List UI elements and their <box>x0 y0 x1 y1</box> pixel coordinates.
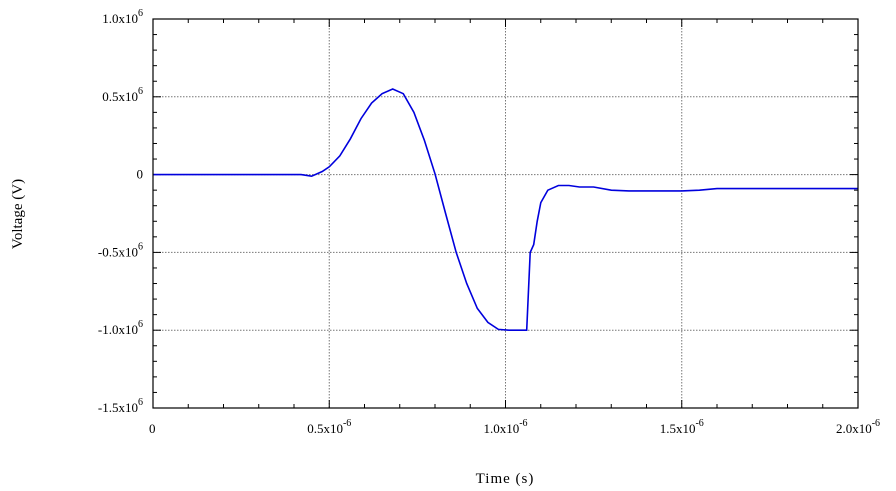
x-tick-label: 1.0x10-6 <box>483 418 527 436</box>
x-tick-label: 0.5x10-6 <box>307 418 351 436</box>
x-tick-label: 2.0x10-6 <box>836 418 880 436</box>
y-tick-label: 0.5x106 <box>102 86 143 104</box>
x-tick-labels: 0 0.5x10-6 1.0x10-6 1.5x10-6 2.0x10-6 <box>149 418 880 436</box>
x-tick-label: 0 <box>149 421 156 436</box>
series-line <box>153 88 858 331</box>
y-tick-labels: 1.0x106 0.5x106 0 -0.5x106 -1.0x106 -1.5x106 <box>98 8 143 415</box>
x-tick-label: 1.5x10-6 <box>660 418 704 436</box>
x-axis-title: Time (s) <box>476 471 535 487</box>
y-tick-label: -1.5x106 <box>98 397 143 415</box>
y-tick-label: -0.5x106 <box>98 241 143 259</box>
y-tick-label: -1.0x106 <box>98 319 143 337</box>
y-tick-label: 0 <box>137 167 144 182</box>
plot-frame <box>152 18 859 409</box>
y-axis-title: Voltage (V) <box>10 179 26 249</box>
y-tick-label: 1.0x106 <box>102 8 143 26</box>
